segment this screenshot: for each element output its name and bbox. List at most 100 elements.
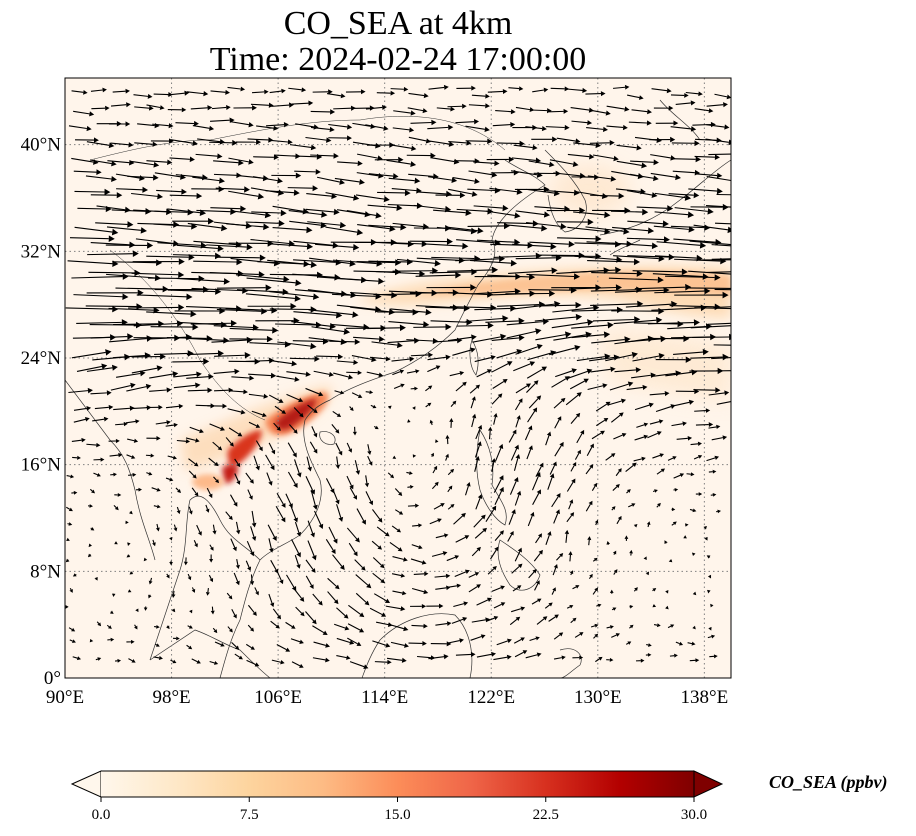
wind-arrow	[377, 189, 411, 197]
wind-arrow	[445, 453, 449, 461]
wind-arrow	[525, 652, 542, 659]
colorbar-body	[101, 771, 694, 797]
wind-vector-field	[65, 84, 731, 670]
wind-arrow	[694, 108, 714, 114]
lon-tick-label: 114°E	[361, 687, 408, 708]
wind-arrow	[471, 413, 477, 428]
wind-arrow	[487, 88, 508, 94]
wind-arrow	[145, 453, 155, 458]
wind-arrow	[435, 192, 466, 199]
wind-arrow	[427, 140, 455, 147]
wind-arrow	[346, 209, 382, 219]
wind-arrow	[570, 412, 581, 425]
wind-arrow	[66, 506, 73, 512]
wind-arrow	[556, 552, 564, 561]
lat-tick-label: 32°N	[21, 241, 62, 262]
wind-arrow	[346, 370, 362, 376]
wind-arrow	[293, 407, 304, 418]
wind-arrow	[707, 322, 731, 325]
wind-arrow	[694, 154, 720, 160]
wind-arrow	[714, 93, 731, 100]
wind-arrow	[486, 156, 515, 163]
wind-arrow	[190, 105, 213, 111]
wind-arrow	[94, 576, 98, 581]
wind-arrow	[74, 188, 111, 196]
wind-arrow	[127, 589, 132, 593]
wind-arrow	[474, 355, 496, 363]
wind-arrow	[528, 395, 542, 409]
wind-arrow	[208, 574, 214, 583]
wind-arrow	[410, 558, 427, 565]
wind-arrow	[129, 571, 134, 575]
wind-arrow	[593, 633, 599, 639]
wind-arrow	[86, 141, 115, 149]
wind-arrow	[365, 390, 374, 395]
wind-arrow	[73, 110, 95, 117]
wind-arrow	[629, 549, 633, 556]
wind-arrow	[105, 242, 154, 249]
wind-arrow	[128, 658, 136, 663]
wind-arrow	[71, 437, 86, 443]
wind-arrow	[154, 624, 160, 629]
laos-plume	[227, 430, 262, 467]
wind-arrow	[413, 323, 452, 331]
wind-arrow	[385, 605, 406, 612]
wind-arrow	[491, 458, 496, 472]
wind-arrow	[468, 584, 481, 593]
wind-arrow	[372, 572, 386, 584]
wind-arrow	[647, 431, 662, 439]
wind-arrow	[557, 235, 602, 243]
wind-arrow	[269, 88, 286, 94]
wind-arrow	[171, 608, 176, 613]
wind-arrow	[234, 653, 243, 660]
lat-tick-label: 40°N	[21, 135, 62, 156]
wind-arrow	[245, 643, 255, 650]
wind-arrow	[612, 84, 630, 90]
wind-arrow	[248, 393, 269, 399]
wind-arrow	[165, 403, 184, 409]
wind-arrow	[215, 186, 250, 193]
wind-arrow	[235, 139, 262, 145]
wind-arrow	[73, 293, 129, 301]
wind-arrow	[476, 369, 492, 378]
wind-arrow	[252, 176, 283, 184]
wind-arrow	[250, 526, 257, 541]
wind-arrow	[549, 461, 557, 475]
wind-arrow	[276, 644, 291, 652]
wind-arrow	[269, 243, 314, 250]
wind-arrow	[254, 587, 259, 596]
wind-arrow	[131, 271, 185, 279]
wind-arrow	[465, 125, 490, 133]
wind-arrow	[427, 365, 441, 373]
wind-arrow	[325, 539, 336, 555]
wind-arrow	[532, 489, 541, 506]
wind-arrow	[455, 381, 467, 392]
wind-arrow	[632, 352, 665, 362]
wind-arrow	[268, 442, 276, 455]
wind-arrow	[427, 124, 454, 131]
wind-arrow	[176, 439, 191, 444]
wind-arrow	[545, 531, 552, 546]
wind-arrow	[471, 93, 490, 99]
wind-arrow	[166, 625, 170, 630]
wind-arrow	[307, 540, 317, 561]
wind-arrow	[470, 396, 476, 409]
wind-arrow	[685, 523, 689, 527]
wind-arrow	[394, 509, 404, 515]
wind-arrow	[287, 471, 298, 489]
wind-arrow	[96, 205, 131, 213]
wind-arrow	[590, 300, 644, 308]
wind-arrow	[493, 475, 504, 493]
wind-arrow	[469, 384, 481, 394]
wind-arrow	[368, 223, 407, 231]
wind-arrow	[410, 119, 437, 126]
wind-arrow	[652, 489, 658, 493]
wind-arrow	[635, 658, 645, 663]
wind-arrow	[189, 609, 193, 614]
wind-arrow	[656, 502, 661, 508]
wind-arrow	[527, 511, 535, 527]
wind-arrow	[573, 211, 611, 219]
wind-arrow	[89, 488, 96, 494]
wind-arrow	[568, 499, 574, 510]
wind-arrow	[529, 636, 540, 642]
